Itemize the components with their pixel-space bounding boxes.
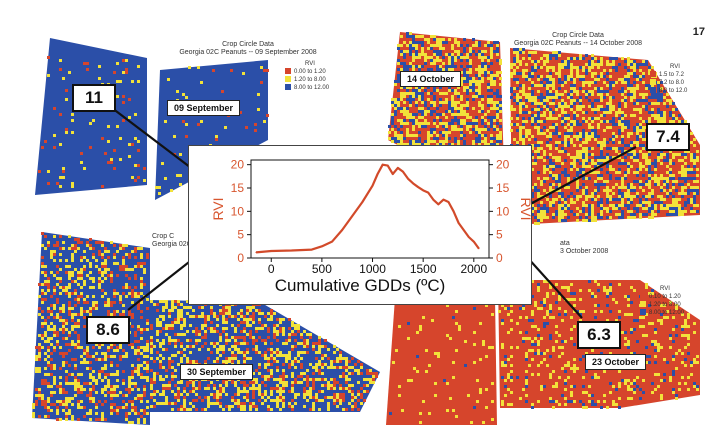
rvi-data-point	[255, 252, 256, 253]
rvi-data-point	[372, 185, 373, 186]
y-axis-title-right: RVI	[518, 197, 531, 220]
rvi-data-point	[438, 204, 439, 205]
y-axis-title-left: RVI	[210, 197, 226, 220]
y-tick-label-left: 0	[237, 251, 244, 265]
rvi-data-point	[453, 211, 454, 212]
rvi-data-point	[448, 201, 449, 202]
y-tick-label-right: 5	[496, 228, 503, 242]
rvi-data-point	[443, 199, 444, 200]
y-tick-label-right: 15	[496, 181, 510, 195]
x-tick-label: 1000	[359, 262, 386, 276]
rvi-data-point	[428, 192, 429, 193]
rvi-data-point	[423, 190, 424, 191]
rvi-chart-panel: 0 500 1000 1500 2000 0 0 5 5 10 10 15 15 20 20 RVI RVI C…	[188, 145, 532, 305]
x-tick-label: 1500	[410, 262, 437, 276]
rvi-data-point	[352, 215, 353, 216]
callout-top-left: 11	[72, 84, 116, 112]
y-tick-label-right: 0	[496, 251, 503, 265]
rvi-data-point	[362, 201, 363, 202]
rvi-data-point	[382, 164, 383, 165]
rvi-data-point	[433, 199, 434, 200]
callout-top-right: 7.4	[646, 123, 690, 151]
rvi-data-point	[387, 165, 388, 166]
x-axis-title: Cumulative GDDs (ºC)	[189, 276, 531, 296]
rvi-data-point	[402, 171, 403, 172]
rvi-data-point	[331, 241, 332, 242]
rvi-data-point	[418, 186, 419, 187]
rvi-data-point	[291, 250, 292, 251]
x-tick-label: 2000	[460, 262, 487, 276]
callout-bottom-left: 8.6	[86, 316, 130, 344]
rvi-data-point	[271, 250, 272, 251]
y-tick-label-right: 20	[496, 158, 510, 172]
x-tick-label: 500	[312, 262, 332, 276]
rvi-data-point	[412, 183, 413, 184]
y-tick-label-right: 10	[496, 204, 510, 218]
rvi-data-point	[468, 236, 469, 237]
x-tick-label: 0	[268, 262, 275, 276]
rvi-data-point	[458, 222, 459, 223]
rvi-data-point	[407, 178, 408, 179]
rvi-data-point	[463, 229, 464, 230]
rvi-series-line	[256, 165, 479, 253]
rvi-data-point	[397, 167, 398, 168]
y-tick-label-left: 20	[231, 158, 245, 172]
y-tick-label-left: 10	[231, 204, 245, 218]
rvi-data-point	[342, 229, 343, 230]
rvi-data-point	[478, 248, 479, 249]
rvi-data-point	[321, 246, 322, 247]
rvi-data-point	[377, 173, 378, 174]
rvi-data-point	[392, 173, 393, 174]
rvi-data-point	[311, 249, 312, 250]
y-tick-label-left: 15	[231, 181, 245, 195]
y-tick-label-left: 5	[237, 228, 244, 242]
rvi-data-point	[473, 241, 474, 242]
callout-bottom-right: 6.3	[577, 321, 621, 349]
